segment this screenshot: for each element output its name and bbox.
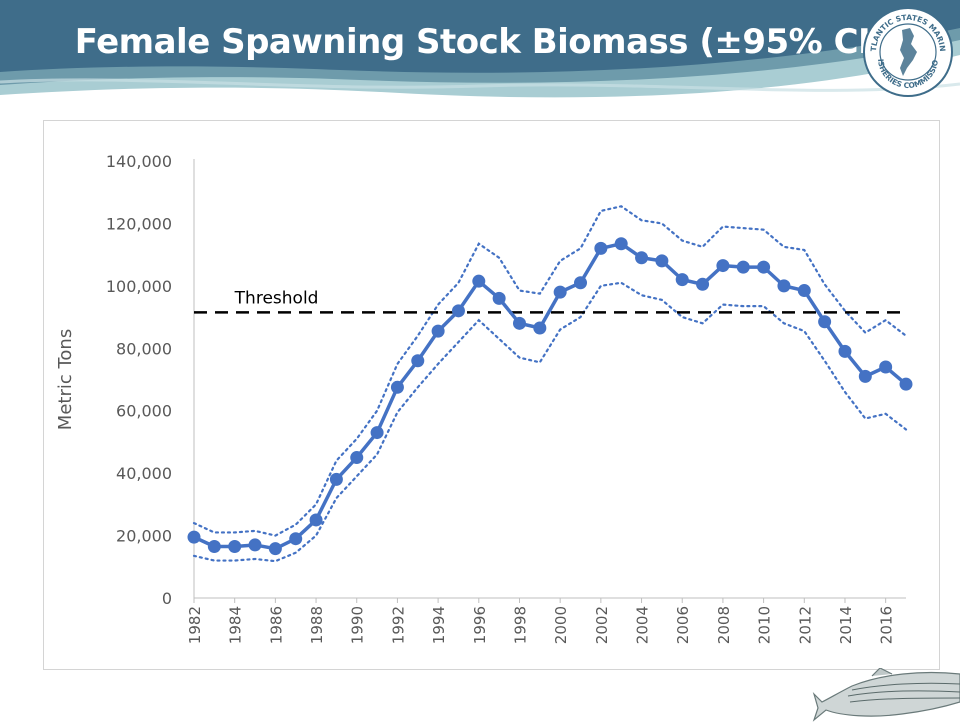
x-tick-label: 1984	[227, 606, 245, 644]
x-tick-label: 2008	[715, 606, 733, 644]
y-tick-label: 80,000	[116, 339, 172, 358]
biomass-point	[838, 344, 852, 358]
x-tick-label: 2014	[837, 606, 855, 644]
striped-bass-illustration	[812, 668, 960, 722]
biomass-point	[879, 360, 893, 374]
biomass-point	[451, 304, 465, 318]
biomass-point	[309, 513, 323, 527]
y-tick-label: 120,000	[106, 214, 172, 233]
page-title: Female Spawning Stock Biomass (±95% CI)	[74, 22, 886, 62]
x-tick-label: 2004	[634, 606, 652, 644]
x-tick-label: 2010	[756, 606, 774, 644]
biomass-point	[655, 254, 669, 268]
biomass-point	[757, 260, 771, 274]
x-tick-label: 2016	[878, 606, 896, 644]
biomass-point	[696, 277, 710, 291]
biomass-point	[716, 259, 730, 273]
x-tick-label: 1990	[349, 606, 367, 644]
biomass-point	[228, 539, 242, 553]
y-tick-label: 20,000	[116, 527, 172, 546]
x-tick-label: 1992	[389, 606, 407, 644]
x-tick-label: 1982	[186, 606, 204, 644]
threshold-label: Threshold	[234, 288, 319, 308]
x-tick-label: 2002	[593, 606, 611, 644]
biomass-point	[390, 380, 404, 394]
biomass-point	[574, 276, 588, 290]
x-tick-label: 1988	[308, 606, 326, 644]
biomass-point	[350, 451, 364, 465]
x-tick-label: 2012	[796, 606, 814, 644]
biomass-point	[533, 321, 547, 335]
y-tick-label: 100,000	[106, 277, 172, 296]
biomass-point	[858, 369, 872, 383]
y-tick-label: 40,000	[116, 464, 172, 483]
x-tick-label: 1996	[471, 606, 489, 644]
biomass-point	[268, 542, 282, 556]
y-tick-label: 0	[162, 589, 172, 608]
x-tick-label: 1994	[430, 606, 448, 644]
x-tick-label: 1986	[267, 606, 285, 644]
biomass-point	[370, 426, 384, 440]
biomass-point	[411, 354, 425, 368]
biomass-chart: 0 20,000 40,000 60,000 80,000 100,000 120,000 1…	[55, 152, 913, 644]
biomass-point	[797, 284, 811, 298]
biomass-point	[553, 285, 567, 299]
biomass-point	[329, 472, 343, 486]
biomass-point	[187, 530, 201, 544]
biomass-point	[431, 324, 445, 338]
biomass-point	[675, 273, 689, 287]
biomass-point	[492, 291, 506, 305]
lower-ci-line	[192, 281, 908, 563]
biomass-point	[289, 532, 303, 546]
title-banner	[0, 0, 960, 110]
biomass-point	[818, 315, 832, 329]
biomass-point	[248, 538, 262, 552]
biomass-point	[736, 260, 750, 274]
x-tick-label: 1998	[511, 606, 529, 644]
upper-ci-line	[192, 205, 908, 537]
chart-frame: 0 20,000 40,000 60,000 80,000 100,000 120,000 1…	[43, 120, 940, 670]
biomass-point	[472, 274, 486, 288]
biomass-point	[594, 241, 608, 255]
biomass-point	[512, 316, 526, 330]
y-tick-label: 60,000	[116, 402, 172, 421]
biomass-point	[777, 279, 791, 293]
biomass-point	[899, 377, 913, 391]
y-tick-label: 140,000	[106, 152, 172, 171]
biomass-point	[614, 237, 628, 251]
biomass-point	[207, 539, 221, 553]
commission-logo: ATLANTIC STATES MARINE FISHERIES COMMISS…	[862, 6, 953, 97]
biomass-point	[635, 251, 649, 265]
y-axis-label: Metric Tons	[55, 329, 76, 430]
x-tick-label: 2000	[552, 606, 570, 644]
x-tick-label: 2006	[674, 606, 692, 644]
